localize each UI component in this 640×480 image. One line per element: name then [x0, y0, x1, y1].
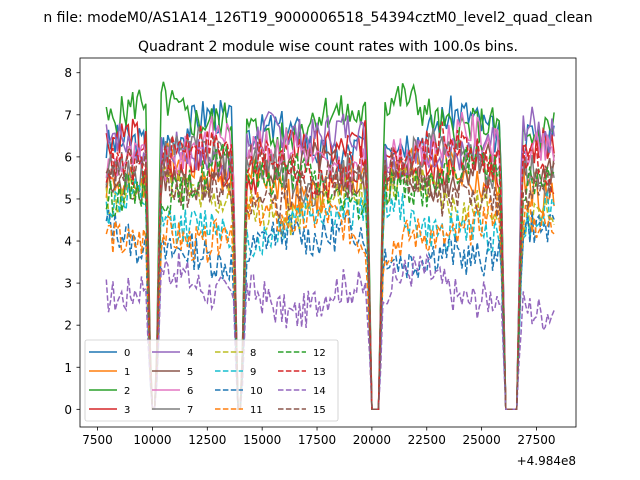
y-tick-label: 4: [64, 235, 72, 249]
figure-suptitle: n file: modeM0/AS1A14_126T19_9000006518_…: [43, 10, 592, 26]
series-line-11: [105, 191, 555, 411]
x-tick-label: 15000: [243, 433, 281, 447]
legend-label: 10: [250, 386, 263, 397]
legend-frame: [84, 339, 339, 422]
series-line-5: [105, 139, 555, 411]
legend-label: 0: [124, 348, 130, 359]
series-line-10: [105, 208, 555, 411]
legend-label: 1: [124, 367, 130, 378]
plot-frame: [79, 57, 577, 428]
y-tick-label: 5: [64, 192, 72, 206]
x-tick-label: 25000: [463, 433, 501, 447]
y-tick-label: 3: [64, 277, 72, 291]
x-tick-label: 27500: [517, 433, 555, 447]
series-layer: [105, 81, 555, 411]
x-tick-label: 20000: [353, 433, 391, 447]
series-line-13: [105, 121, 555, 411]
y-tick-label: 7: [64, 108, 72, 122]
x-tick-label: 7500: [82, 433, 113, 447]
series-line-4: [105, 106, 555, 411]
legend-label: 15: [313, 405, 326, 416]
x-tick-label: 10000: [133, 433, 171, 447]
x-offset-label: +4.984e8: [517, 454, 576, 468]
x-tick-label: 12500: [188, 433, 226, 447]
y-tick-label: 1: [64, 361, 72, 375]
x-tick-label: 17500: [298, 433, 336, 447]
legend-label: 6: [187, 386, 193, 397]
legend-label: 3: [124, 405, 130, 416]
legend-label: 2: [124, 386, 130, 397]
legend-label: 14: [313, 386, 326, 397]
y-tick-label: 6: [64, 150, 72, 164]
y-tick-label: 2: [64, 319, 72, 333]
legend-label: 4: [187, 348, 193, 359]
legend-label: 11: [250, 405, 263, 416]
x-tick-label: 22500: [408, 433, 446, 447]
series-line-12: [105, 139, 555, 411]
legend-label: 8: [250, 348, 256, 359]
chart-title: Quadrant 2 module wise count rates with …: [138, 39, 518, 55]
legend-label: 9: [250, 367, 256, 378]
legend-label: 5: [187, 367, 193, 378]
series-line-14: [105, 252, 555, 411]
axis-ticks: 7500 10000 12500 15000 17500 20000 22500 25000 2…: [64, 66, 555, 447]
legend-label: 12: [313, 348, 326, 359]
y-tick-label: 8: [64, 66, 72, 80]
legend-label: 13: [313, 367, 326, 378]
series-line-15: [105, 146, 555, 411]
legend-label: 7: [187, 405, 193, 416]
y-tick-label: 0: [64, 403, 72, 417]
